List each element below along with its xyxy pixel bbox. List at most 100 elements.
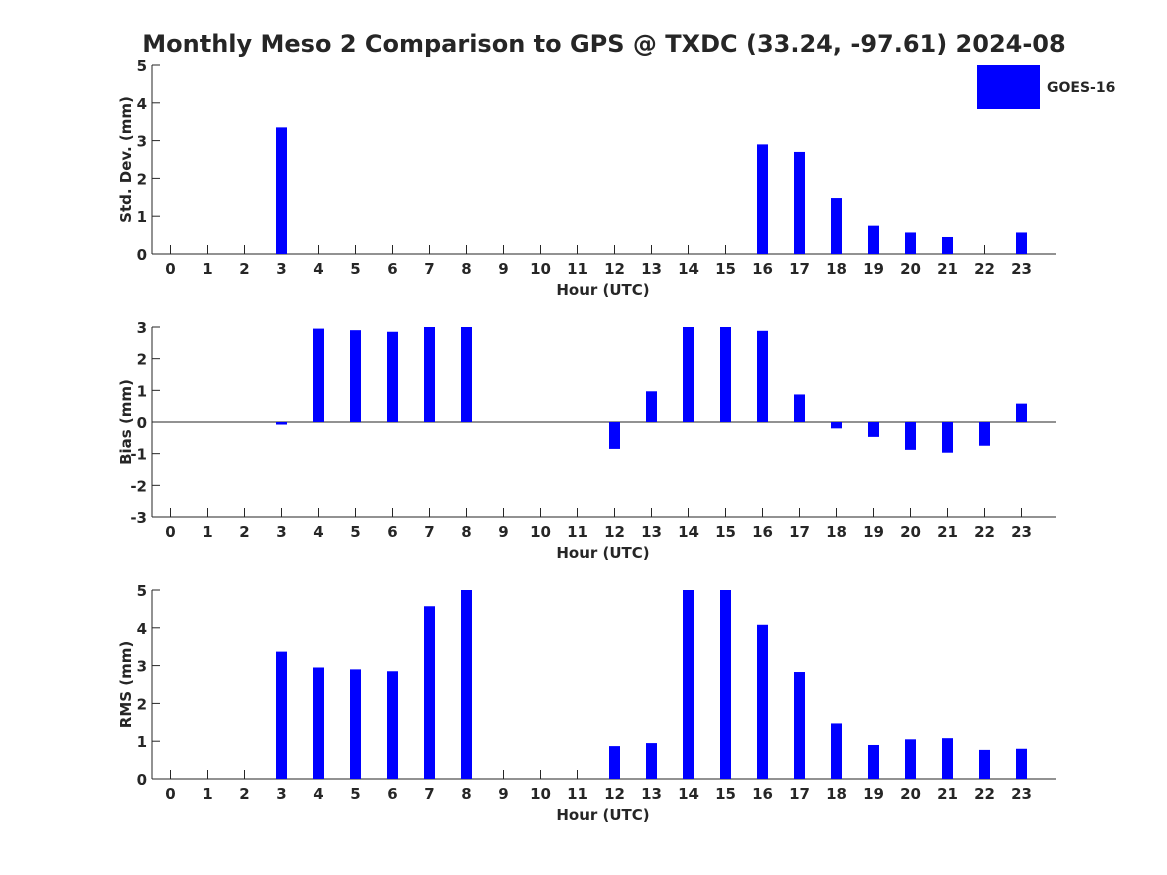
bar-4 [313,667,324,779]
x-tick-label: 22 [974,523,995,541]
bar-8 [461,590,472,779]
bar-16 [757,624,768,779]
x-tick-label: 7 [424,785,434,803]
x-tick-label: 9 [498,785,508,803]
y-axis-label: Std. Dev. (mm) [117,96,135,223]
x-tick-label: 5 [350,523,360,541]
bar-16 [757,330,768,422]
x-tick-label: 15 [715,523,736,541]
bar-20 [905,739,916,779]
legend: GOES-16 [977,65,1115,109]
bar-4 [313,328,324,422]
y-tick-label: 1 [137,733,147,751]
x-tick-label: 22 [974,785,995,803]
x-tick-label: 9 [498,260,508,278]
x-tick-label: 14 [678,785,699,803]
x-tick-label: 17 [789,785,810,803]
bar-7 [424,327,435,422]
bar-12 [609,422,620,449]
bar-12 [609,746,620,779]
y-tick-label: 4 [137,620,147,638]
bar-17 [794,394,805,422]
y-tick-label: 2 [137,351,147,369]
x-tick-label: 5 [350,260,360,278]
x-tick-label: 4 [313,785,323,803]
x-tick-label: 20 [900,523,921,541]
bar-23 [1016,403,1027,422]
x-tick-label: 6 [387,260,397,278]
bar-19 [868,225,879,254]
bar-8 [461,327,472,422]
legend-label: GOES-16 [1047,80,1115,96]
x-tick-label: 0 [165,260,175,278]
bar-17 [794,151,805,254]
x-tick-label: 12 [604,523,625,541]
x-tick-label: 10 [530,785,551,803]
x-tick-label: 8 [461,785,471,803]
x-axis-label: Hour (UTC) [556,544,649,562]
y-tick-label: -2 [130,477,147,495]
y-tick-label: 2 [137,170,147,188]
x-tick-label: 19 [863,260,884,278]
x-tick-label: 14 [678,523,699,541]
x-tick-label: 2 [239,785,249,803]
y-tick-label: -1 [130,446,147,464]
bar-19 [868,422,879,437]
x-tick-label: 3 [276,260,286,278]
x-tick-label: 15 [715,260,736,278]
x-tick-label: 17 [789,523,810,541]
bar-20 [905,422,916,450]
bar-15 [720,590,731,779]
bar-22 [979,749,990,779]
bar-14 [683,590,694,779]
bar-21 [942,738,953,779]
bar-18 [831,198,842,254]
x-tick-label: 1 [202,260,212,278]
bar-21 [942,422,953,453]
bar-19 [868,744,879,779]
bar-14 [683,327,694,422]
bar-15 [720,327,731,422]
bar-6 [387,671,398,779]
y-tick-label: 5 [137,57,147,75]
x-tick-label: 13 [641,523,662,541]
x-tick-label: 18 [826,523,847,541]
x-tick-label: 6 [387,523,397,541]
y-tick-label: 2 [137,695,147,713]
bar-13 [646,743,657,779]
x-tick-label: 4 [313,260,323,278]
y-tick-label: 4 [137,95,147,113]
x-tick-label: 15 [715,785,736,803]
x-tick-label: 18 [826,260,847,278]
x-tick-label: 1 [202,785,212,803]
x-tick-label: 10 [530,523,551,541]
x-tick-label: 9 [498,523,508,541]
bar-17 [794,672,805,779]
x-tick-label: 0 [165,785,175,803]
x-tick-label: 21 [937,523,958,541]
bar-3 [276,422,287,425]
bar-22 [979,422,990,446]
y-tick-label: 3 [137,658,147,676]
legend-swatch [977,65,1040,109]
y-axis-label: Bias (mm) [117,379,135,465]
x-tick-label: 8 [461,260,471,278]
x-tick-label: 12 [604,785,625,803]
x-axis-label: Hour (UTC) [556,281,649,299]
x-tick-label: 13 [641,785,662,803]
x-tick-label: 17 [789,260,810,278]
x-tick-label: 20 [900,785,921,803]
x-tick-label: 10 [530,260,551,278]
y-tick-label: 0 [137,771,147,789]
x-tick-label: 23 [1011,260,1032,278]
x-tick-label: 18 [826,785,847,803]
x-tick-label: 2 [239,523,249,541]
x-axis-label: Hour (UTC) [556,806,649,824]
x-tick-label: 3 [276,523,286,541]
bar-23 [1016,748,1027,779]
x-tick-label: 14 [678,260,699,278]
x-tick-label: 1 [202,523,212,541]
bar-16 [757,144,768,254]
